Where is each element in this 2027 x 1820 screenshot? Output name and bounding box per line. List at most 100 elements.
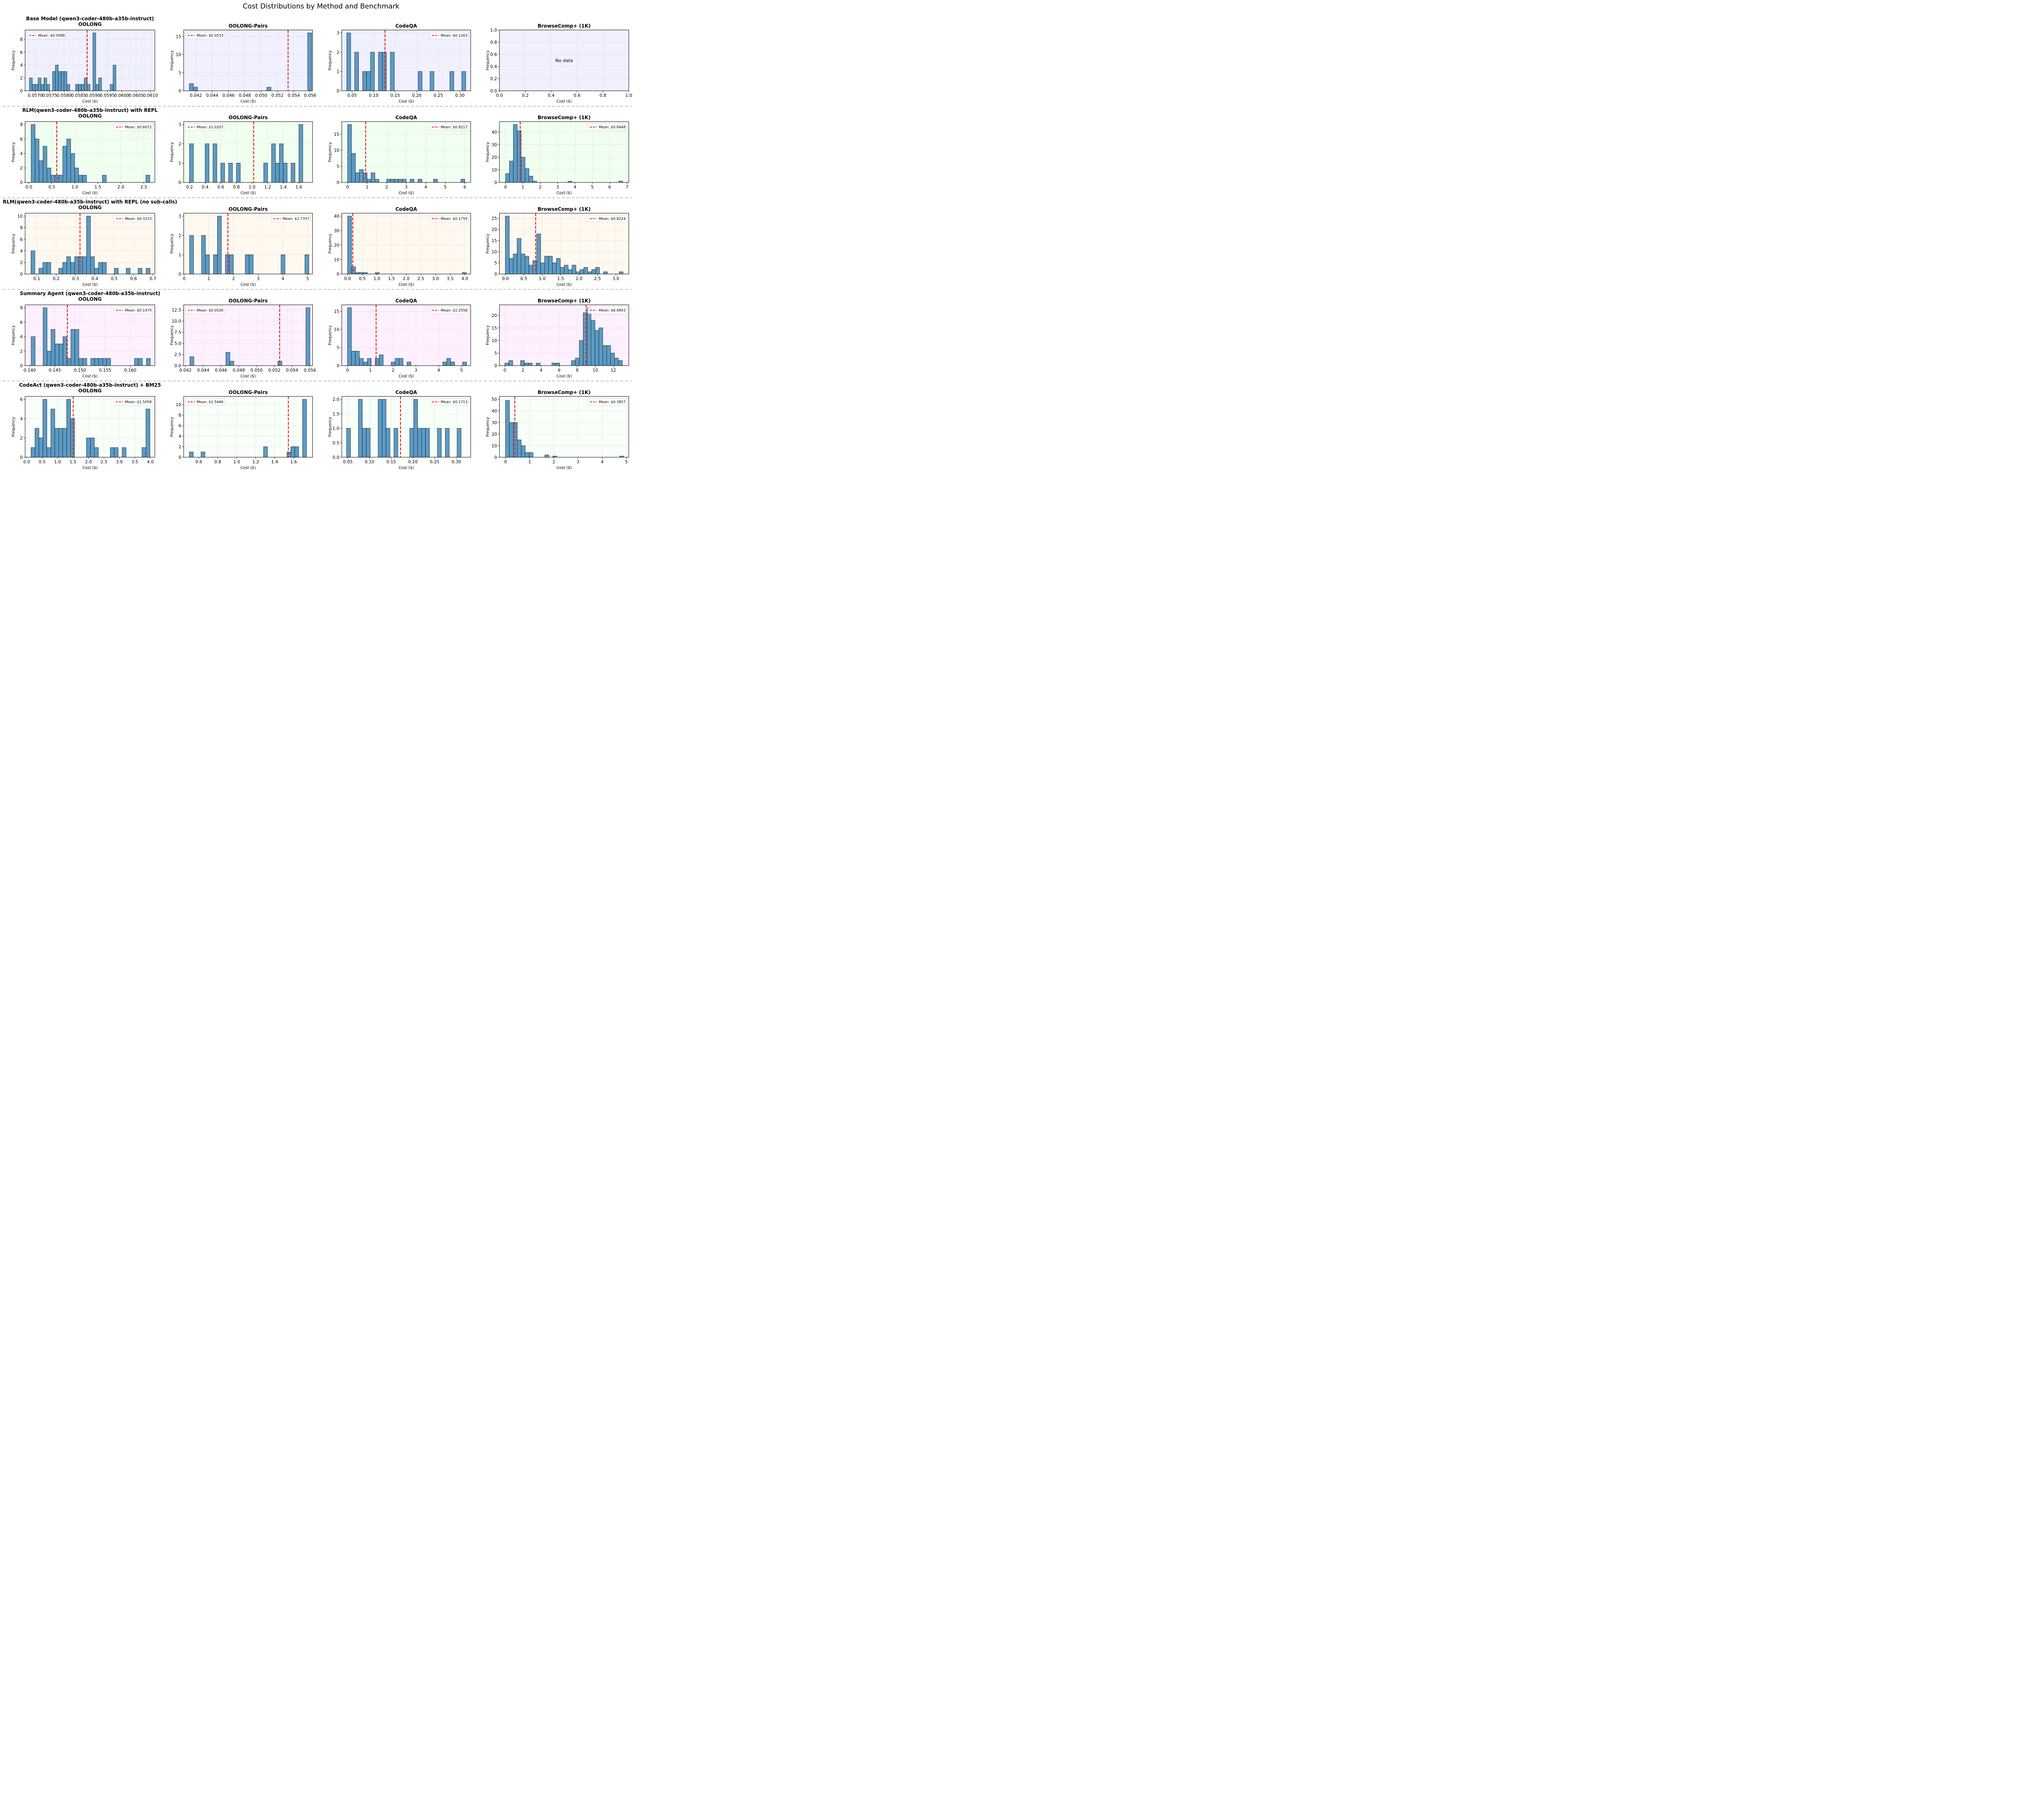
histogram-bar xyxy=(602,345,607,366)
x-tick-label: 0.30 xyxy=(452,460,461,465)
histogram-bar xyxy=(362,71,367,91)
legend-box xyxy=(587,306,627,314)
x-tick-label: 6 xyxy=(558,368,561,373)
panel-title: CodeQA xyxy=(395,23,417,29)
histogram-bar xyxy=(379,354,384,366)
panel-title: CodeQA xyxy=(395,206,417,212)
y-axis-label: Frequency xyxy=(328,417,332,437)
panel-r0-c2: 0.05 0.10 0.15 0.20 0.25 0.30 0 1 2 3 Cost ($) Freq… xyxy=(328,23,471,104)
x-tick-label: 1.6 xyxy=(290,460,297,465)
y-tick-label: 6 xyxy=(20,397,23,402)
histogram-bar xyxy=(394,179,399,183)
histogram-bar xyxy=(508,360,513,366)
histogram-bar xyxy=(263,446,268,458)
histogram-bar xyxy=(583,267,588,274)
histogram-bar xyxy=(47,447,51,458)
x-tick-label: 0.048 xyxy=(239,93,251,98)
histogram-bar xyxy=(102,262,107,274)
x-tick-label: 1.0 xyxy=(54,460,61,465)
histogram-bar xyxy=(35,84,39,91)
histogram-bar xyxy=(74,256,79,274)
histogram-bar xyxy=(351,351,356,366)
x-axis-label: Cost ($) xyxy=(557,99,572,104)
y-tick-label: 0 xyxy=(494,364,497,368)
panel-r1-c0: 0.0 0.5 1.0 1.5 2.0 2.5 0 2 4 6 8 Cost ($) Frequency… xyxy=(11,107,158,195)
histogram-bar xyxy=(61,71,64,91)
histogram-bar xyxy=(54,428,59,458)
histogram-bar xyxy=(505,173,510,183)
x-tick-label: 0.7 xyxy=(150,276,156,281)
x-tick-label: 0.8 xyxy=(214,460,221,465)
histogram-bar xyxy=(141,447,146,458)
x-tick-label: 0.160 xyxy=(124,368,136,373)
x-tick-label: 12 xyxy=(611,368,616,373)
y-tick-label: 10.0 xyxy=(172,319,181,324)
x-tick-label: 3 xyxy=(556,185,559,190)
y-tick-label: 20 xyxy=(492,227,497,232)
histogram-bar xyxy=(70,418,75,458)
histogram-bar xyxy=(189,235,194,274)
histogram-bar xyxy=(189,452,194,458)
histogram-bar xyxy=(513,124,518,183)
x-axis-label: Cost ($) xyxy=(399,374,414,379)
y-axis-label: Frequency xyxy=(11,325,16,345)
histogram-bar xyxy=(71,329,75,366)
y-tick-label: 0 xyxy=(178,180,181,185)
y-axis-label: Frequency xyxy=(11,50,16,70)
legend-label: Mean: $0.0588 xyxy=(38,34,65,38)
y-tick-label: 4 xyxy=(20,152,23,156)
x-tick-label: 0.044 xyxy=(206,93,218,98)
histogram-bar xyxy=(614,358,619,366)
panel-title: Summary Agent (qwen3-coder-480b-a35b-ins… xyxy=(20,291,160,296)
histogram-bar xyxy=(524,363,529,366)
histogram-bar xyxy=(351,266,356,274)
x-axis-label: Cost ($) xyxy=(82,99,98,104)
y-tick-label: 0 xyxy=(494,272,497,277)
y-tick-label: 10 xyxy=(492,443,497,448)
histogram-bar xyxy=(205,254,210,274)
x-tick-label: 0.056 xyxy=(304,368,316,373)
panel-title: CodeQA xyxy=(395,298,417,304)
histogram-bar xyxy=(560,267,565,274)
y-tick-label: 0.2 xyxy=(490,77,497,81)
histogram-bar xyxy=(62,262,67,274)
histogram-bar xyxy=(249,254,253,274)
x-tick-label: 3.5 xyxy=(447,276,454,281)
histogram-bar xyxy=(43,399,47,458)
panel-r0-c0: 0.05700.05750.05800.05850.05900.05950.06… xyxy=(11,16,158,104)
x-tick-label: 0.0585 xyxy=(71,93,86,98)
x-tick-label: 0.25 xyxy=(434,93,443,98)
histogram-bar xyxy=(378,399,382,458)
plot-frame xyxy=(25,30,155,91)
x-tick-label: 2.5 xyxy=(140,185,147,190)
x-tick-label: 4 xyxy=(601,460,604,465)
x-axis-label: Cost ($) xyxy=(399,283,414,287)
x-axis-label: Cost ($) xyxy=(557,466,572,470)
histogram-bar xyxy=(382,52,387,91)
histogram-bar xyxy=(94,447,99,458)
histogram-bar xyxy=(529,265,533,274)
panel-title: OOLONG-Pairs xyxy=(229,23,268,29)
x-tick-label: 0.044 xyxy=(197,368,209,373)
x-tick-label: 0.042 xyxy=(190,93,202,98)
histogram-bar xyxy=(39,268,43,274)
histogram-bar xyxy=(418,179,422,183)
histogram-bar xyxy=(571,360,576,366)
plot-background xyxy=(184,30,313,91)
x-tick-label: 3.0 xyxy=(432,276,439,281)
histogram-bar xyxy=(51,329,56,366)
no-data-note: No data xyxy=(555,58,573,63)
y-axis-label: Frequency xyxy=(170,417,174,437)
x-axis-label: Cost ($) xyxy=(240,283,256,287)
histogram-bar xyxy=(102,358,107,366)
y-tick-label: 4 xyxy=(20,249,23,254)
y-tick-label: 0 xyxy=(336,89,339,94)
y-tick-label: 15 xyxy=(176,34,181,39)
y-tick-label: 2 xyxy=(20,436,23,441)
panel-r0-c3: No data 0.0 0.2 0.4 0.6 0.8 1.0 0.0 0.2 0.4 0.6 0.8… xyxy=(486,23,632,104)
x-tick-label: 1.2 xyxy=(252,460,259,465)
x-axis-label: Cost ($) xyxy=(240,191,256,195)
histogram-bar xyxy=(134,358,139,366)
legend-box xyxy=(429,123,469,131)
